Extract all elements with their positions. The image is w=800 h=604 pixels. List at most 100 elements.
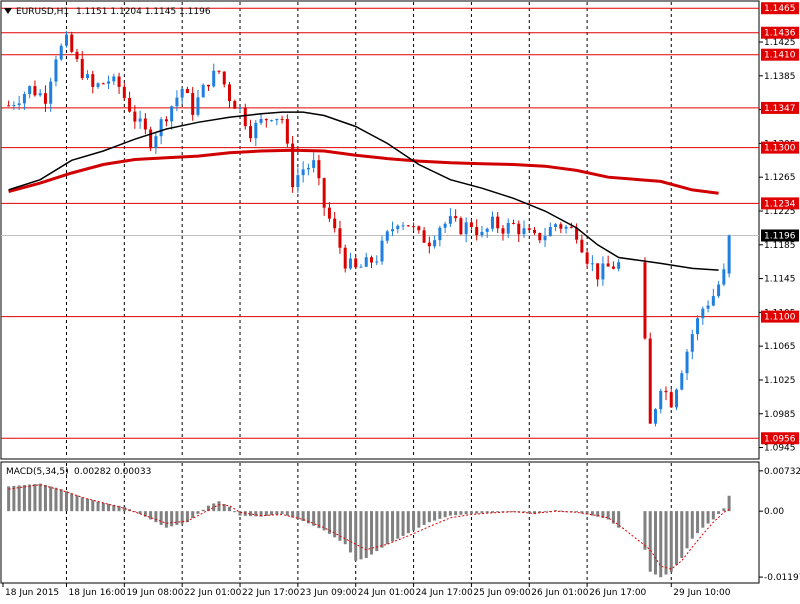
bull-candle <box>49 81 53 104</box>
bull-candle <box>543 236 547 241</box>
bull-candle <box>212 70 216 87</box>
macd-bar <box>664 511 668 575</box>
macd-bar <box>343 511 347 545</box>
bear-candle <box>648 338 652 424</box>
macd-bar <box>296 511 300 520</box>
bear-candle <box>354 258 358 268</box>
price-tick-label: 1.1425 <box>764 38 796 48</box>
macd-bar <box>464 511 468 515</box>
bull-candle <box>696 318 700 335</box>
macd-bar <box>112 504 116 512</box>
macd-bar <box>506 511 510 513</box>
bull-candle <box>12 105 16 107</box>
macd-bar <box>338 511 342 541</box>
bull-candle <box>448 216 452 224</box>
bull-candle <box>301 169 305 176</box>
bear-candle <box>133 111 137 122</box>
level-price-tag-bg <box>761 310 799 323</box>
current-price-tag-bg <box>761 229 799 242</box>
bull-candle <box>601 263 605 280</box>
macd-bar <box>101 502 105 512</box>
macd-bar <box>685 511 689 549</box>
bull-candle <box>312 160 316 168</box>
macd-bar <box>653 511 657 575</box>
macd-bar <box>306 511 310 524</box>
macd-bar <box>291 511 295 518</box>
macd-bar <box>722 508 726 512</box>
bear-candle <box>517 223 521 235</box>
bull-candle <box>617 262 621 269</box>
bear-candle <box>333 218 337 229</box>
macd-bar <box>443 511 447 518</box>
macd-header: MACD(5,34,5) 0.00282 0.00033 <box>6 467 151 477</box>
macd-bar <box>185 511 189 523</box>
bear-candle <box>606 263 610 267</box>
macd-panel[interactable] <box>0 461 760 584</box>
bear-candle <box>243 107 247 127</box>
bear-candle <box>669 392 673 408</box>
price-panel[interactable] <box>0 0 760 460</box>
price-tick-label: 1.0945 <box>764 444 796 454</box>
time-tick-label: 24 Jun 17:00 <box>416 588 473 598</box>
bear-candle <box>317 160 321 179</box>
bear-candle <box>222 71 226 85</box>
macd-tick-label: 0.00732 <box>764 467 800 477</box>
bull-candle <box>554 224 558 227</box>
bull-candle <box>653 409 657 424</box>
macd-bar <box>22 485 26 512</box>
macd-bar <box>401 511 405 536</box>
macd-bar <box>696 511 700 534</box>
candles <box>7 30 731 427</box>
bull-candle <box>154 136 158 149</box>
macd-bar <box>285 511 289 516</box>
macd-bar <box>501 511 505 513</box>
macd-bar <box>91 500 95 512</box>
macd-bar <box>643 511 647 550</box>
horizontal-levels <box>1 7 759 439</box>
level-price-tag-bg <box>761 48 799 61</box>
macd-bar <box>575 511 579 513</box>
level-price-tag: 1.1436 <box>764 29 796 39</box>
bull-candle <box>717 284 721 297</box>
bull-candle <box>396 225 400 230</box>
bull-candle <box>270 120 274 122</box>
macd-bar <box>485 511 489 514</box>
macd-bar <box>222 504 226 512</box>
macd-bar <box>412 511 416 531</box>
level-price-tag-bg <box>761 2 799 15</box>
bull-candle <box>359 266 363 268</box>
macd-bar <box>601 511 605 519</box>
macd-bar <box>490 511 494 513</box>
macd-bar <box>196 511 200 514</box>
bull-candle <box>706 305 710 309</box>
macd-bar <box>585 511 589 515</box>
macd-bar <box>333 511 337 538</box>
bull-candle <box>680 373 684 390</box>
macd-bar <box>322 511 326 531</box>
time-tick-label: 24 Jun 01:00 <box>358 588 415 598</box>
bear-candle <box>117 76 121 87</box>
macd-bar <box>527 511 531 514</box>
triangle-down-icon[interactable] <box>4 8 12 14</box>
bull-candle <box>375 261 379 263</box>
bull-candle <box>138 118 142 122</box>
macd-bar <box>511 511 515 513</box>
bear-candle <box>43 93 47 104</box>
level-price-tag-bg <box>761 101 799 114</box>
ohlc-label: 1.1151 1.1204 1.1145 1.1196 <box>76 7 211 17</box>
macd-bar <box>469 511 473 514</box>
macd-bar <box>711 511 715 520</box>
bull-candle <box>64 34 68 46</box>
bear-candle <box>459 218 463 235</box>
level-price-tag: 1.0956 <box>764 434 796 444</box>
level-price-tag: 1.1410 <box>764 51 796 61</box>
macd-bar <box>154 511 158 523</box>
macd-bar <box>228 506 232 512</box>
bear-candle <box>585 252 589 264</box>
macd-bar <box>438 511 442 519</box>
macd-bar <box>422 511 426 525</box>
macd-bar <box>280 511 284 514</box>
macd-bar <box>38 483 42 512</box>
